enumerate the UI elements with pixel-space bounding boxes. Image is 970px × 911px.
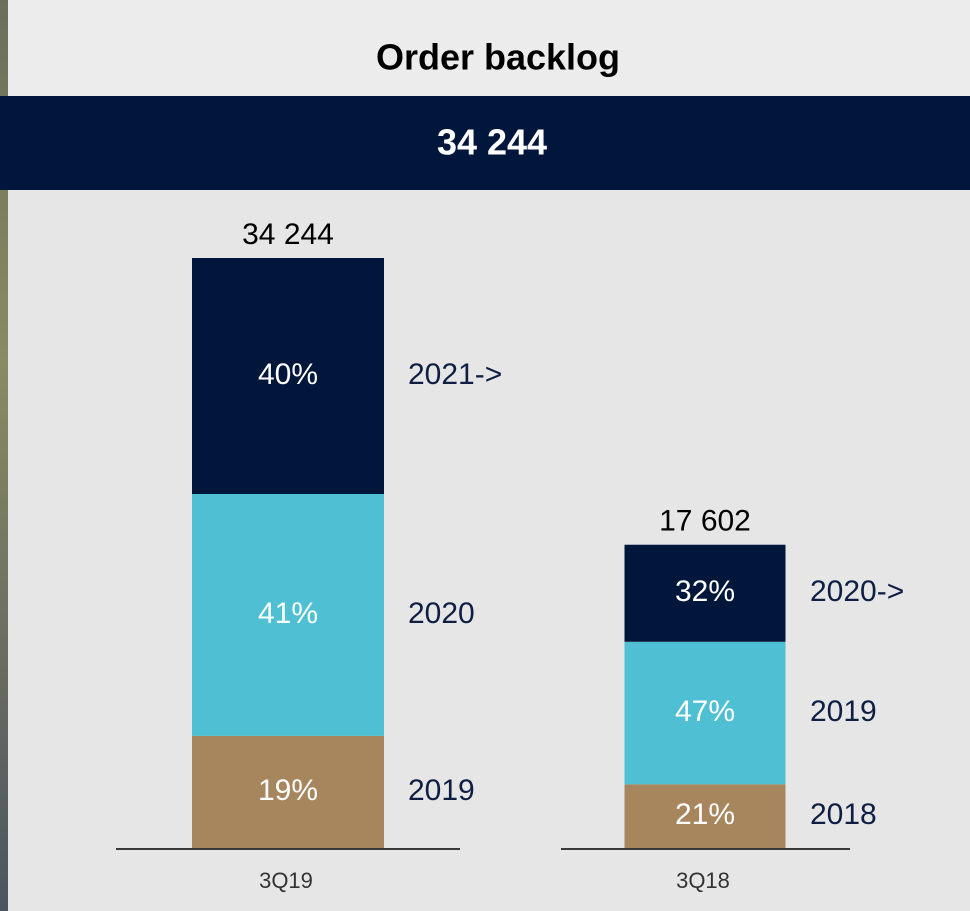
total-label: 17 602 [659, 505, 751, 538]
bar-segment [192, 735, 384, 848]
bar-segment [624, 641, 786, 785]
headline: 34 244 [437, 122, 547, 163]
category-label: 3Q18 [676, 868, 730, 893]
bar-segment [192, 258, 384, 494]
segment-name: 2020-> [810, 575, 904, 608]
segment-label: 40% [258, 358, 318, 391]
segment-name: 2020 [408, 597, 475, 630]
bar [624, 544, 786, 848]
bar-segment [624, 544, 786, 642]
category-label: 3Q19 [259, 868, 313, 893]
bar [192, 258, 384, 848]
segment-label: 19% [258, 774, 318, 807]
segment-name: 2019 [408, 774, 475, 807]
bar-segment [192, 494, 384, 736]
total-label: 34 244 [242, 218, 334, 251]
headline-banner [0, 96, 970, 190]
segment-name: 2018 [810, 798, 877, 831]
segment-name: 2021-> [408, 358, 502, 391]
segment-label: 47% [675, 695, 735, 728]
bar-segment [624, 784, 786, 848]
segment-label: 32% [675, 575, 735, 608]
header-panel [8, 0, 970, 96]
title: Order backlog [376, 37, 620, 78]
chart-panel [8, 190, 970, 911]
segment-label: 41% [258, 597, 318, 630]
segment-name: 2019 [810, 695, 877, 728]
segment-label: 21% [675, 798, 735, 831]
